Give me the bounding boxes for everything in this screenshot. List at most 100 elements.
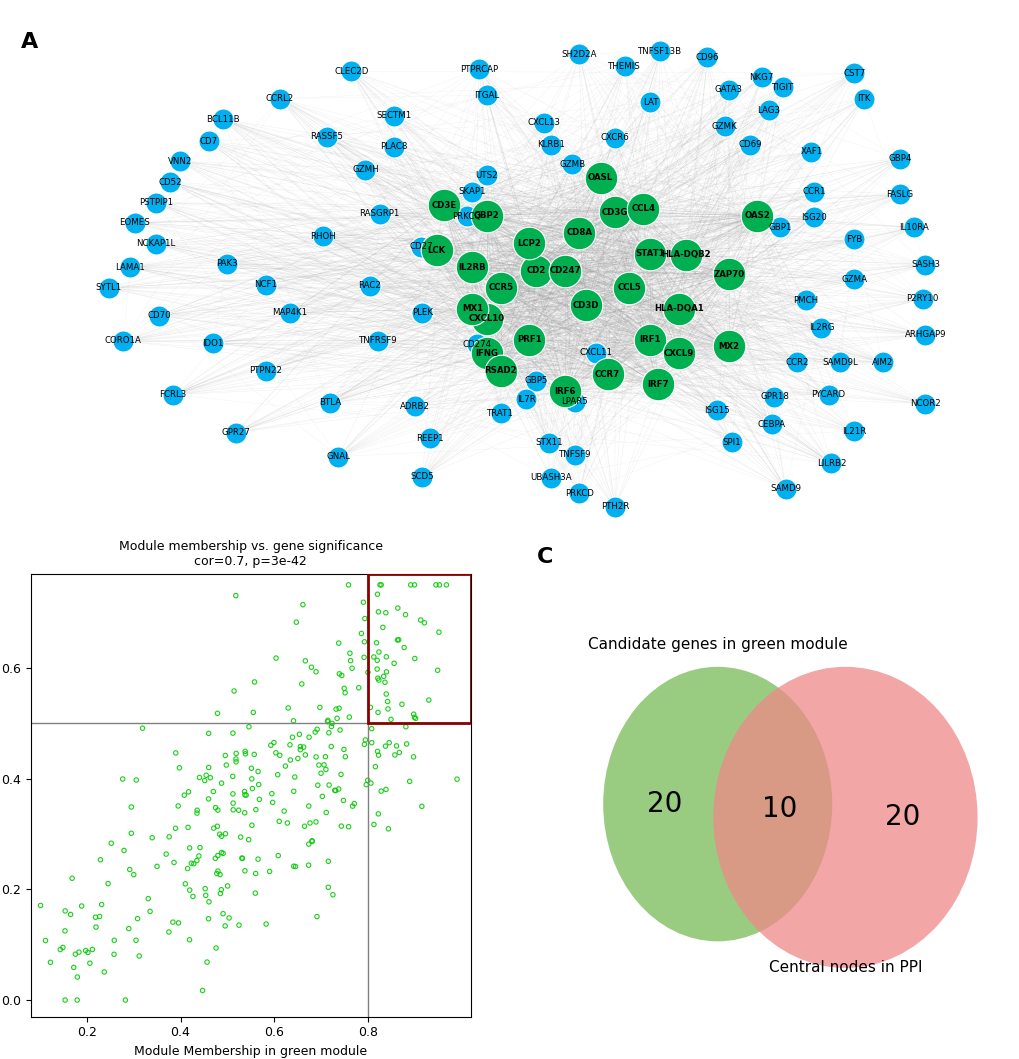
- Point: [101, 280, 117, 297]
- Point: [227, 751, 244, 768]
- Point: [678, 247, 694, 264]
- Text: ARHGAP9: ARHGAP9: [904, 330, 946, 339]
- Text: IL7R: IL7R: [517, 395, 535, 403]
- Text: NCOR2: NCOR2: [909, 399, 940, 408]
- Point: [374, 618, 390, 635]
- Text: PAK3: PAK3: [216, 259, 237, 268]
- Point: [916, 256, 932, 273]
- Point: [177, 876, 194, 893]
- Point: [331, 721, 347, 738]
- Point: [720, 266, 737, 283]
- Point: [65, 958, 82, 975]
- Point: [342, 652, 359, 669]
- Point: [250, 850, 266, 867]
- Text: MX1: MX1: [462, 304, 482, 313]
- Point: [199, 953, 215, 970]
- Title: Module membership vs. gene significance
cor=0.7, p=3e-42: Module membership vs. gene significance …: [118, 540, 382, 569]
- Point: [699, 49, 715, 66]
- Point: [652, 42, 668, 59]
- Text: FASLG: FASLG: [886, 190, 913, 199]
- Text: CST7: CST7: [843, 69, 864, 77]
- Point: [271, 813, 287, 830]
- Point: [319, 713, 335, 730]
- Point: [358, 776, 374, 793]
- Point: [377, 738, 393, 755]
- Point: [327, 783, 343, 800]
- Point: [722, 434, 739, 451]
- Point: [162, 174, 178, 191]
- Text: SASH3: SASH3: [910, 261, 940, 269]
- Point: [224, 768, 240, 785]
- Point: [378, 648, 394, 665]
- Text: CXCR6: CXCR6: [600, 133, 629, 143]
- Text: CD27: CD27: [409, 243, 432, 251]
- Point: [251, 776, 267, 793]
- Text: FCRL3: FCRL3: [159, 390, 186, 399]
- Text: GBP5: GBP5: [524, 376, 547, 385]
- Point: [846, 423, 862, 439]
- Point: [291, 741, 308, 758]
- Point: [324, 886, 340, 903]
- Text: BTLA: BTLA: [319, 398, 340, 408]
- Point: [846, 270, 862, 287]
- Point: [330, 780, 346, 797]
- Text: GBP1: GBP1: [767, 223, 791, 232]
- Point: [333, 818, 350, 834]
- Point: [371, 205, 387, 222]
- Point: [225, 794, 242, 811]
- Text: CD69: CD69: [738, 141, 761, 149]
- Point: [323, 718, 339, 735]
- Point: [287, 614, 304, 631]
- Text: GPR27: GPR27: [221, 428, 250, 437]
- Point: [377, 605, 393, 622]
- Point: [198, 886, 214, 903]
- Point: [332, 766, 348, 783]
- Text: GZMH: GZMH: [352, 165, 378, 174]
- Point: [219, 255, 235, 272]
- Point: [142, 903, 158, 920]
- Point: [276, 803, 292, 820]
- Point: [326, 782, 342, 798]
- Text: CD96: CD96: [695, 53, 718, 61]
- Point: [478, 166, 494, 183]
- Text: GZMB: GZMB: [558, 160, 585, 168]
- Point: [201, 790, 217, 807]
- Point: [266, 734, 282, 751]
- Point: [370, 604, 386, 621]
- Point: [284, 729, 301, 746]
- Point: [277, 757, 293, 774]
- Point: [367, 758, 383, 775]
- Point: [307, 723, 323, 740]
- Point: [225, 683, 242, 700]
- Text: ZAP70: ZAP70: [712, 270, 744, 279]
- Point: [96, 964, 112, 981]
- Point: [205, 783, 221, 800]
- Point: [189, 802, 205, 819]
- Point: [212, 866, 228, 883]
- Point: [261, 863, 277, 880]
- Point: [237, 746, 254, 762]
- Point: [319, 128, 335, 145]
- Text: AIM2: AIM2: [871, 358, 893, 366]
- Point: [191, 847, 207, 864]
- Point: [328, 710, 344, 726]
- Point: [201, 725, 217, 742]
- Point: [420, 692, 436, 708]
- Point: [606, 129, 623, 146]
- Text: 20: 20: [884, 804, 919, 831]
- Point: [414, 304, 430, 321]
- Point: [297, 652, 313, 669]
- Text: IL2RG: IL2RG: [808, 323, 834, 333]
- Point: [234, 850, 251, 867]
- Point: [219, 878, 235, 895]
- Point: [642, 245, 658, 262]
- Text: ADRB2: ADRB2: [399, 401, 430, 411]
- Point: [914, 290, 930, 307]
- Point: [478, 208, 494, 225]
- Point: [285, 783, 302, 800]
- Point: [378, 685, 394, 702]
- Point: [62, 905, 78, 922]
- Point: [369, 742, 385, 759]
- Point: [330, 448, 346, 465]
- Point: [82, 955, 98, 972]
